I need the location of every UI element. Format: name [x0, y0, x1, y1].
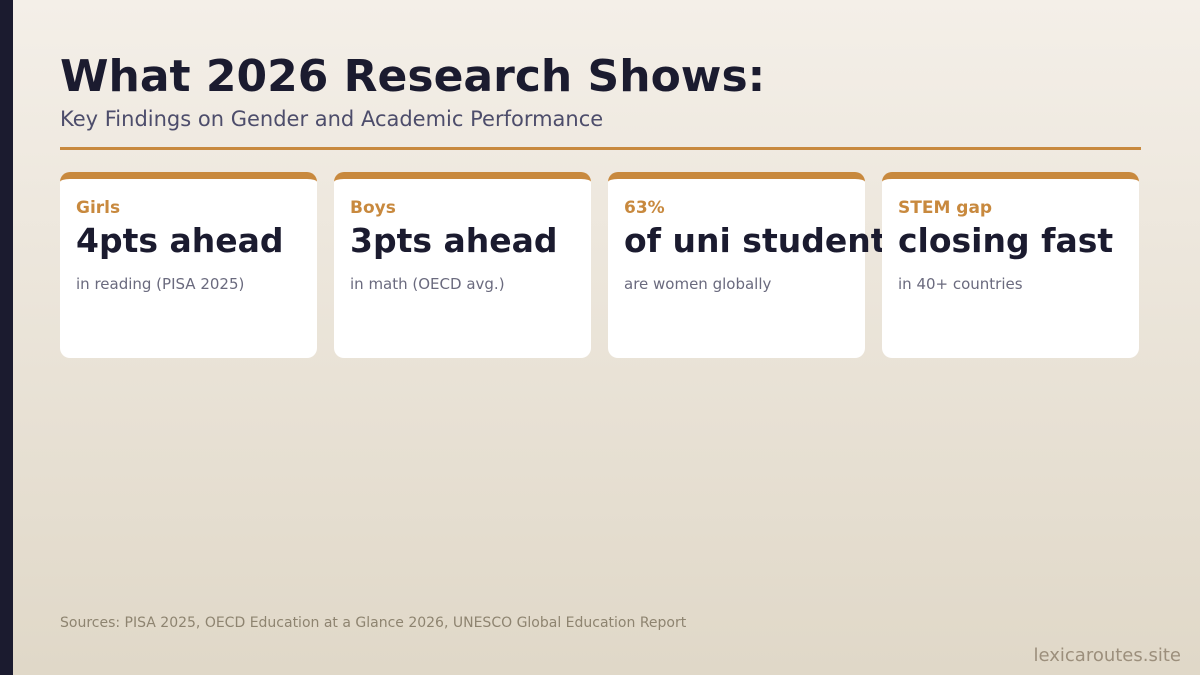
card-headline: 4pts ahead: [76, 221, 284, 260]
card-label: 63%: [624, 198, 665, 218]
title: What 2026 Research Shows:: [60, 51, 766, 102]
card-detail: are women globally: [624, 275, 772, 293]
stat-card: 63% of uni students are women globally: [608, 172, 906, 358]
watermark: lexicaroutes.site: [1033, 645, 1181, 666]
stat-card: Girls 4pts ahead in reading (PISA 2025): [60, 172, 317, 358]
card-detail: in math (OECD avg.): [350, 275, 505, 293]
divider: [60, 147, 1141, 150]
card-detail: in 40+ countries: [898, 275, 1023, 293]
sources: Sources: PISA 2025, OECD Education at a …: [60, 615, 687, 631]
card-headline: of uni students: [624, 221, 907, 260]
card-label: STEM gap: [898, 198, 993, 218]
card-headline: closing fast: [898, 221, 1114, 260]
card-label: Boys: [350, 198, 396, 218]
card-headline: 3pts ahead: [350, 221, 558, 260]
side-bar: [0, 0, 13, 675]
stat-card: Boys 3pts ahead in math (OECD avg.): [334, 172, 591, 358]
subtitle: Key Findings on Gender and Academic Perf…: [60, 107, 604, 131]
card-row: Girls 4pts ahead in reading (PISA 2025) Boy…: [60, 172, 1139, 358]
card-label: Girls: [76, 198, 121, 218]
card-detail: in reading (PISA 2025): [76, 275, 245, 293]
stat-card: STEM gap closing fast in 40+ countries: [882, 172, 1139, 358]
